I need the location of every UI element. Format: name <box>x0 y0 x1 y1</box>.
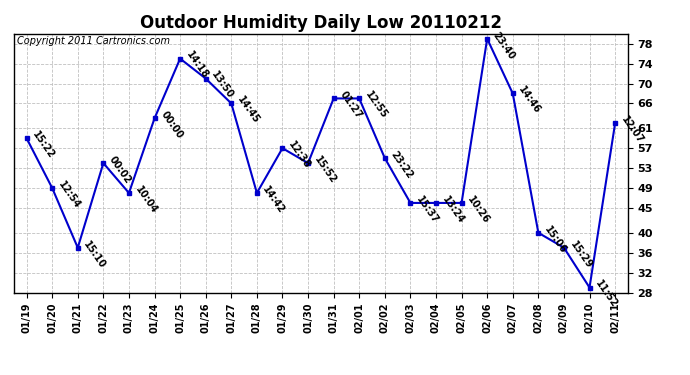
Text: 14:46: 14:46 <box>517 85 542 116</box>
Text: 15:22: 15:22 <box>30 129 57 160</box>
Text: 15:37: 15:37 <box>414 194 440 225</box>
Text: 11:52: 11:52 <box>593 279 620 310</box>
Text: 15:10: 15:10 <box>81 239 108 270</box>
Title: Outdoor Humidity Daily Low 20110212: Outdoor Humidity Daily Low 20110212 <box>140 14 502 32</box>
Text: 23:22: 23:22 <box>388 149 415 180</box>
Text: 13:50: 13:50 <box>210 70 235 101</box>
Text: 01:27: 01:27 <box>337 90 364 121</box>
Text: 14:18: 14:18 <box>184 50 210 81</box>
Text: 12:07: 12:07 <box>619 114 645 146</box>
Text: 00:02: 00:02 <box>107 154 133 186</box>
Text: 23:40: 23:40 <box>491 30 517 61</box>
Text: 00:00: 00:00 <box>159 110 184 141</box>
Text: 10:04: 10:04 <box>133 184 159 215</box>
Text: 15:06: 15:06 <box>542 224 569 255</box>
Text: 14:42: 14:42 <box>261 184 287 215</box>
Text: 12:55: 12:55 <box>363 90 389 121</box>
Text: 13:24: 13:24 <box>440 194 466 225</box>
Text: 12:54: 12:54 <box>56 179 82 210</box>
Text: 15:52: 15:52 <box>312 154 338 186</box>
Text: 10:26: 10:26 <box>466 194 491 225</box>
Text: 12:38: 12:38 <box>286 140 313 171</box>
Text: 14:45: 14:45 <box>235 94 262 126</box>
Text: Copyright 2011 Cartronics.com: Copyright 2011 Cartronics.com <box>17 36 170 46</box>
Text: 15:29: 15:29 <box>568 239 594 270</box>
